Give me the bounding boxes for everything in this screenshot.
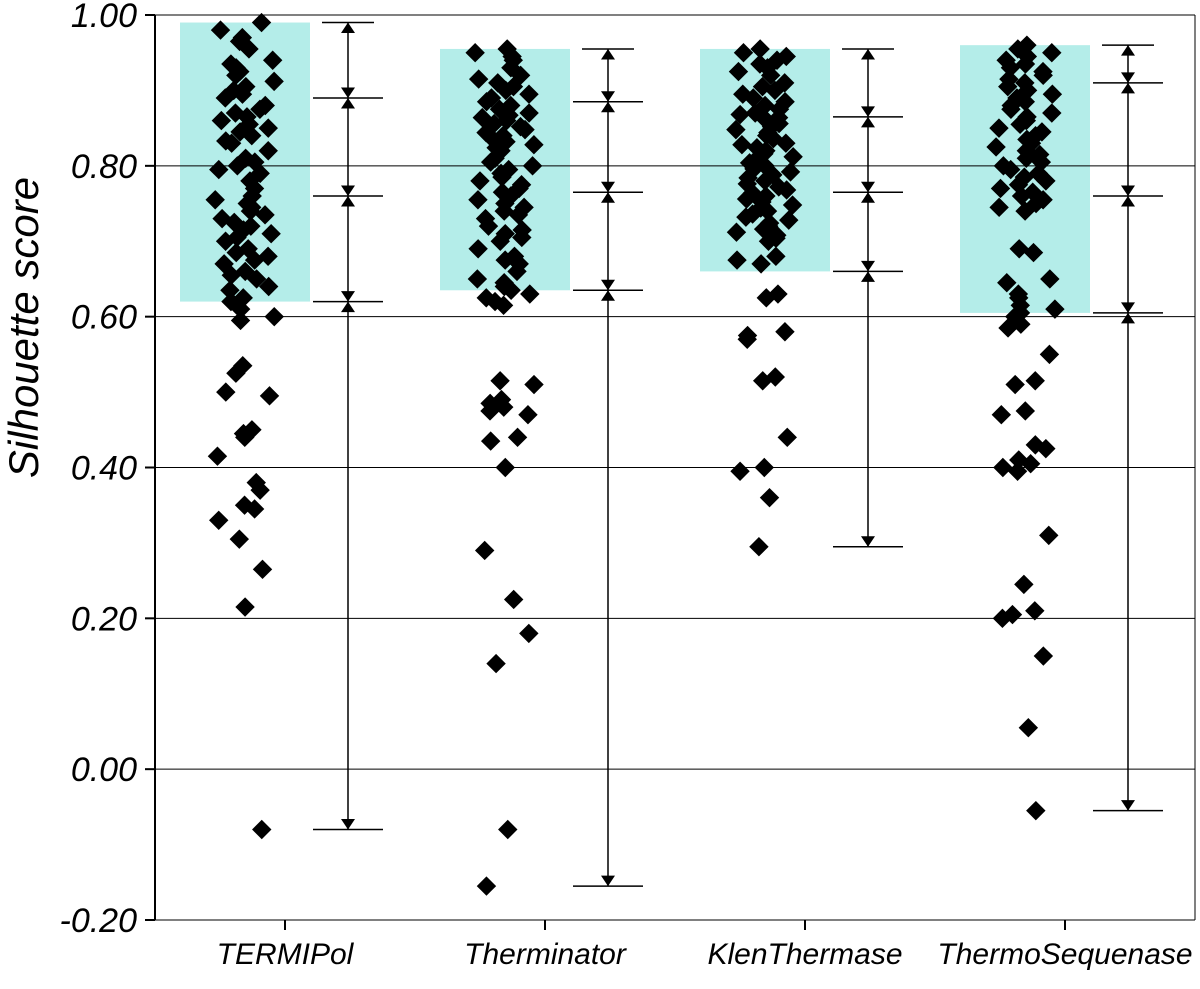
x-tick-label: TERMIPol — [217, 938, 355, 971]
data-point — [1026, 602, 1044, 620]
data-point — [491, 372, 509, 390]
data-point — [519, 406, 537, 424]
arrowhead-icon — [601, 49, 615, 60]
data-point — [509, 428, 527, 446]
arrowhead-icon — [341, 98, 355, 109]
data-point — [525, 376, 543, 394]
arrowhead-icon — [341, 87, 355, 98]
whisker-group — [1093, 45, 1163, 810]
arrowhead-icon — [861, 192, 875, 203]
data-point — [755, 459, 773, 477]
data-point — [1016, 402, 1034, 420]
data-point — [210, 511, 228, 529]
arrowhead-icon — [341, 186, 355, 197]
data-point — [750, 538, 768, 556]
y-tick-label: 0.40 — [71, 450, 137, 488]
y-tick-label: 0.60 — [71, 299, 137, 337]
data-point — [496, 459, 514, 477]
data-point — [1019, 719, 1037, 737]
whisker-group — [313, 23, 383, 830]
arrowhead-icon — [861, 182, 875, 193]
data-point — [208, 447, 226, 465]
data-point — [232, 311, 250, 329]
arrowhead-icon — [861, 49, 875, 60]
x-tick-label: ThermoSequenase — [937, 938, 1192, 971]
data-point — [254, 560, 272, 578]
data-point — [1006, 376, 1024, 394]
arrowhead-icon — [341, 23, 355, 34]
arrowhead-icon — [1121, 186, 1135, 197]
data-point — [230, 530, 248, 548]
data-point — [776, 323, 794, 341]
arrowhead-icon — [601, 280, 615, 291]
data-point — [487, 655, 505, 673]
data-point — [236, 598, 254, 616]
arrowhead-icon — [341, 302, 355, 313]
data-point — [1015, 575, 1033, 593]
arrowhead-icon — [1121, 196, 1135, 207]
arrowhead-icon — [601, 290, 615, 301]
data-point — [992, 406, 1010, 424]
arrowhead-icon — [861, 117, 875, 128]
x-tick-label: KlenThermase — [707, 938, 902, 971]
data-point — [994, 459, 1012, 477]
y-tick-label: 0.80 — [71, 148, 137, 186]
data-point — [1034, 647, 1052, 665]
arrowhead-icon — [601, 876, 615, 887]
arrowhead-icon — [1121, 302, 1135, 313]
whisker-group — [833, 49, 903, 547]
data-point — [499, 821, 517, 839]
data-point — [1026, 372, 1044, 390]
arrowhead-icon — [601, 182, 615, 193]
silhouette-strip-chart: -0.20 0.00 0.20 0.40 0.60 0.80 1.00 Silhouette … — [0, 0, 1200, 989]
arrowhead-icon — [601, 91, 615, 102]
data-point — [217, 383, 235, 401]
data-point — [1040, 345, 1058, 363]
data-point — [261, 387, 279, 405]
data-point — [1027, 802, 1045, 820]
arrowhead-icon — [861, 261, 875, 272]
y-tick-label: 1.00 — [71, 0, 137, 35]
data-point — [265, 308, 283, 326]
data-point — [761, 489, 779, 507]
data-point — [731, 462, 749, 480]
arrowhead-icon — [341, 291, 355, 302]
data-point — [477, 877, 495, 895]
data-point — [482, 432, 500, 450]
arrowhead-icon — [341, 819, 355, 830]
data-point — [1040, 526, 1058, 544]
y-tick-label: -0.20 — [60, 902, 138, 940]
arrowhead-icon — [341, 196, 355, 207]
x-tick-label: Therminator — [464, 938, 627, 971]
arrowhead-icon — [861, 536, 875, 547]
arrowhead-icon — [1121, 313, 1135, 324]
data-point — [476, 541, 494, 559]
arrowhead-icon — [1121, 800, 1135, 811]
data-point — [520, 624, 538, 642]
arrowhead-icon — [861, 106, 875, 117]
y-axis-label: Silhouette score — [0, 177, 47, 478]
arrowhead-icon — [1121, 72, 1135, 83]
arrowhead-icon — [601, 192, 615, 203]
y-tick-label: 0.00 — [71, 751, 137, 789]
arrowhead-icon — [861, 271, 875, 282]
y-tick-label: 0.20 — [71, 600, 137, 638]
data-point — [505, 590, 523, 608]
data-point — [253, 821, 271, 839]
arrowhead-icon — [601, 102, 615, 113]
data-point — [778, 428, 796, 446]
arrowhead-icon — [1121, 45, 1135, 56]
arrowhead-icon — [1121, 83, 1135, 94]
